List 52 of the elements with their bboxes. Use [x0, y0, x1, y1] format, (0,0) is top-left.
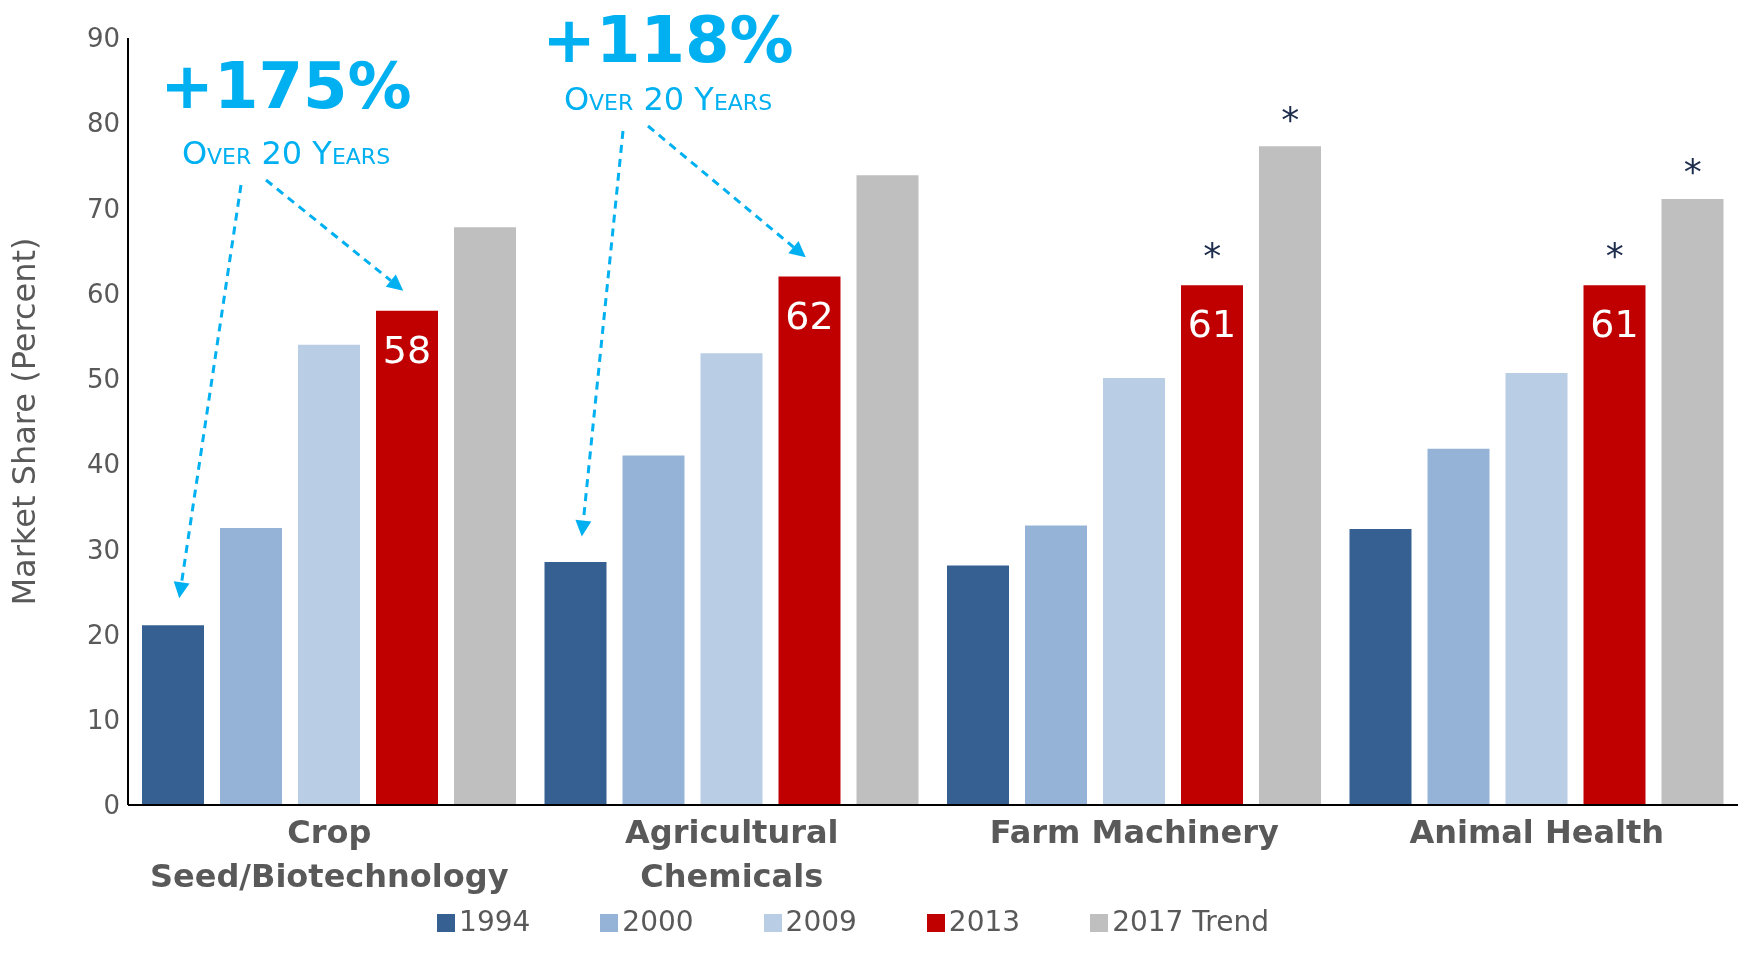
data-label: 58 — [382, 327, 432, 372]
y-tick-label: 90 — [86, 23, 120, 54]
bar — [622, 455, 685, 805]
legend-label: 2000 — [622, 905, 694, 938]
legend-label: 2009 — [785, 905, 857, 938]
data-label: 61 — [1187, 302, 1237, 347]
data-label: 62 — [785, 293, 834, 338]
y-tick-label: 80 — [86, 108, 120, 139]
bar — [1505, 372, 1568, 805]
legend-label: 2013 — [948, 905, 1021, 938]
y-axis-title: Market Share (Percent) — [5, 237, 44, 606]
y-tick-label: 10 — [86, 705, 120, 736]
x-tick-label: Crop Seed/Biotechnology — [149, 813, 509, 895]
y-tick-label: 0 — [103, 790, 120, 821]
bar — [142, 625, 204, 805]
bar — [947, 565, 1009, 805]
data-label: 61 — [1590, 302, 1639, 347]
bar — [1103, 378, 1165, 805]
bar — [1661, 199, 1724, 805]
legend-label: 1994 — [459, 905, 531, 938]
bar — [220, 528, 282, 805]
y-tick-label: 30 — [86, 534, 120, 565]
annotation: * — [1605, 234, 1624, 276]
bar — [1349, 528, 1412, 805]
bar — [778, 276, 841, 805]
y-tick-label: 50 — [86, 364, 120, 395]
annotation: * — [1203, 234, 1222, 276]
bar — [1583, 285, 1646, 805]
y-tick-label: 40 — [86, 449, 120, 480]
bar — [1259, 146, 1321, 805]
annotation: +118% — [542, 2, 794, 77]
y-tick-label: 70 — [86, 193, 120, 224]
annotation: +175% — [160, 48, 412, 123]
bar — [700, 353, 763, 805]
bar — [454, 227, 516, 805]
x-tick-label: Farm Machinery — [989, 813, 1279, 851]
bar — [856, 175, 919, 805]
annotation: * — [1683, 150, 1702, 192]
bar — [544, 562, 607, 805]
x-tick-label: Agricultural Chemicals — [624, 813, 839, 895]
annotation: * — [1281, 98, 1300, 140]
annotation: Over 20 Years — [563, 80, 773, 118]
bar — [1181, 285, 1243, 805]
legend-label: 2017 Trend — [1112, 905, 1269, 938]
bar — [1427, 448, 1490, 805]
bar — [376, 310, 438, 805]
annotation: Over 20 Years — [181, 134, 391, 172]
bar — [298, 344, 360, 805]
bar — [1025, 525, 1087, 805]
y-tick-label: 20 — [86, 619, 120, 650]
y-tick-label: 60 — [86, 278, 120, 309]
x-tick-label: Animal Health — [1409, 813, 1665, 851]
